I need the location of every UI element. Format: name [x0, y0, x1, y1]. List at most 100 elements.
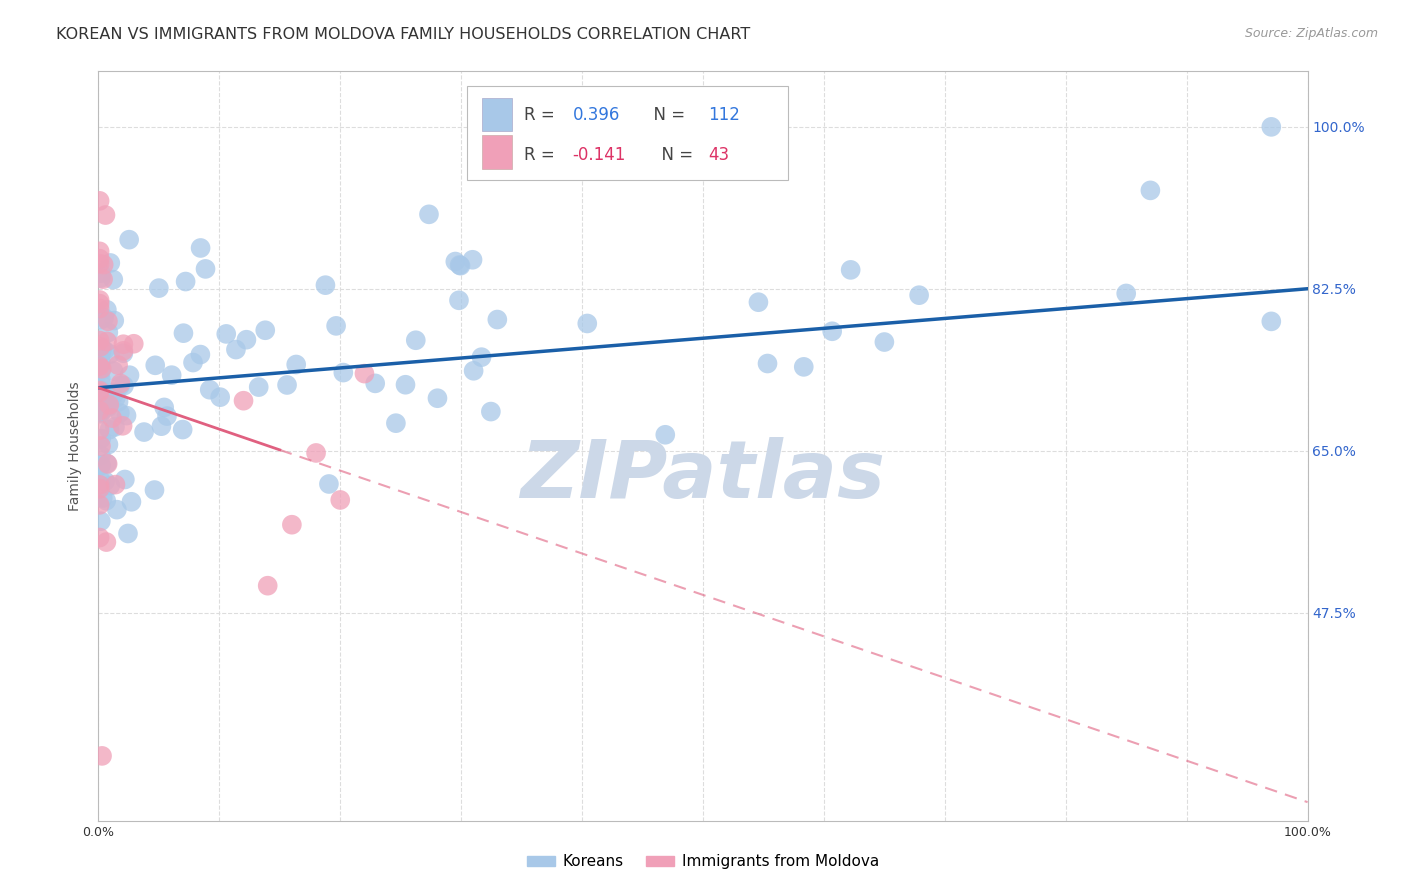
Point — [90, 384, 112, 398]
Point — [90, 439, 112, 453]
Point — [98, 423, 121, 437]
Point — [318, 477, 340, 491]
Point — [198, 383, 221, 397]
Point — [160, 368, 183, 383]
Point — [112, 337, 135, 351]
Point — [114, 473, 136, 487]
Point — [254, 323, 277, 337]
Point — [110, 376, 132, 391]
Point — [285, 358, 308, 372]
Point — [89, 482, 111, 496]
Point — [90, 346, 112, 360]
Point — [873, 334, 896, 349]
Point — [89, 384, 111, 398]
Point — [276, 378, 298, 392]
Point — [90, 266, 112, 280]
Point — [314, 278, 336, 293]
Point — [90, 354, 112, 368]
Point — [89, 423, 111, 437]
Point — [1139, 183, 1161, 197]
Point — [107, 358, 129, 372]
Point — [449, 258, 471, 272]
Point — [103, 272, 125, 286]
Point — [112, 343, 135, 358]
Point — [90, 458, 112, 473]
Point — [747, 295, 769, 310]
Bar — [482, 97, 512, 131]
Point — [447, 293, 470, 308]
Bar — [482, 135, 512, 169]
Point — [97, 314, 120, 328]
Point — [90, 364, 112, 378]
Point — [353, 367, 375, 381]
Point — [103, 385, 125, 400]
Point — [256, 579, 278, 593]
Point — [94, 475, 117, 489]
Point — [418, 207, 440, 221]
Point — [103, 364, 125, 378]
Point — [156, 409, 179, 423]
Point — [108, 406, 131, 420]
Point — [225, 343, 247, 357]
Text: R =: R = — [524, 106, 560, 124]
Point — [111, 418, 134, 433]
Bar — [467, 87, 787, 180]
Point — [463, 364, 485, 378]
Point — [1115, 286, 1137, 301]
Point — [190, 347, 212, 361]
Point — [153, 401, 176, 415]
Point — [104, 391, 127, 405]
Point — [93, 258, 115, 272]
Point — [103, 388, 125, 402]
Point — [107, 394, 129, 409]
Point — [329, 492, 352, 507]
Point — [90, 458, 112, 472]
Point — [190, 241, 212, 255]
Point — [89, 244, 111, 259]
Point — [89, 498, 111, 512]
Point — [450, 259, 472, 273]
Point — [120, 495, 142, 509]
Point — [89, 359, 111, 373]
Point — [325, 318, 347, 333]
Point — [479, 404, 502, 418]
Text: N =: N = — [651, 146, 699, 164]
Point — [908, 288, 931, 302]
Point — [89, 478, 111, 492]
Point — [104, 477, 127, 491]
Point — [181, 355, 204, 369]
Point — [174, 275, 197, 289]
Point — [117, 526, 139, 541]
Point — [89, 403, 111, 417]
Text: Source: ZipAtlas.com: Source: ZipAtlas.com — [1244, 27, 1378, 40]
Point — [194, 261, 217, 276]
Point — [104, 420, 127, 434]
Point — [461, 252, 484, 267]
Text: 112: 112 — [707, 106, 740, 124]
Point — [89, 334, 111, 348]
Point — [91, 491, 114, 505]
Point — [90, 404, 112, 418]
Point — [172, 423, 194, 437]
Point — [332, 366, 354, 380]
Point — [89, 385, 111, 400]
Point — [385, 416, 408, 430]
Point — [89, 252, 111, 266]
Text: N =: N = — [643, 106, 690, 124]
Point — [90, 432, 112, 446]
Point — [108, 379, 131, 393]
Point — [115, 409, 138, 423]
Point — [122, 336, 145, 351]
Point — [148, 281, 170, 295]
Point — [90, 372, 112, 386]
Point — [90, 474, 112, 488]
Point — [90, 340, 112, 354]
Text: R =: R = — [524, 146, 560, 164]
Point — [426, 391, 449, 405]
Point — [91, 400, 114, 414]
Point — [96, 457, 118, 471]
Point — [103, 313, 125, 327]
Point — [90, 401, 112, 416]
Y-axis label: Family Households: Family Households — [69, 381, 83, 511]
Point — [839, 263, 862, 277]
